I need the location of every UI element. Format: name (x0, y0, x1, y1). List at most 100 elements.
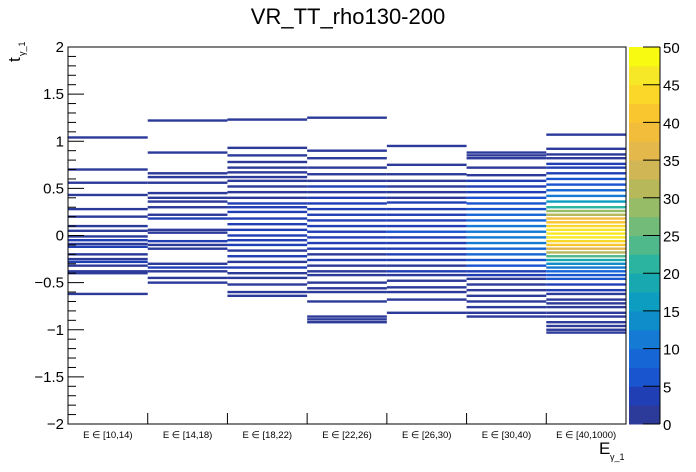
histogram-cell (147, 281, 228, 284)
histogram-cell (68, 168, 148, 171)
histogram-cell (466, 294, 547, 298)
histogram-cell (227, 166, 308, 169)
z-tick-label: 40 (663, 115, 680, 132)
histogram-cell (307, 318, 387, 321)
histogram-cell (147, 175, 228, 179)
histogram-cell (546, 270, 626, 273)
histogram-cell (546, 315, 626, 318)
histogram-cell (227, 175, 308, 179)
histogram-cell (386, 311, 467, 314)
histogram-cell (147, 119, 228, 122)
histogram-cell (227, 239, 308, 242)
histogram-cell (68, 292, 148, 296)
x-category-label: E ∈ [22,26) (322, 430, 371, 441)
histogram-cell (546, 194, 626, 198)
palette-segment (629, 84, 660, 105)
histogram-cell (546, 283, 626, 286)
histogram-cell (546, 213, 626, 216)
histogram-cell (386, 224, 467, 228)
histogram-cell (227, 171, 308, 174)
histogram-cell (227, 217, 308, 220)
histogram-cell (466, 213, 547, 216)
palette-segment (629, 216, 660, 236)
histogram-cell (227, 206, 308, 209)
histogram-cell (466, 247, 547, 250)
histogram-cell (386, 258, 467, 262)
histogram-cell (386, 213, 467, 216)
histogram-cell (386, 207, 467, 211)
histogram-cell (227, 190, 308, 194)
histogram-cell (546, 243, 626, 247)
histogram-cell (466, 305, 547, 309)
histogram-cell (68, 215, 148, 218)
histogram-cell (546, 277, 626, 281)
y-tick-label: −0.5 (34, 275, 64, 292)
histogram-cell (307, 185, 387, 188)
histogram-cell (68, 253, 148, 256)
x-axis-title: E γ_1 (599, 439, 625, 462)
histogram-cell (68, 264, 148, 267)
histogram-cell (307, 290, 387, 294)
histogram-cell (227, 294, 308, 298)
histogram-cell (227, 255, 308, 258)
histogram-cell (307, 166, 387, 169)
histogram-cell (466, 273, 547, 277)
histogram-cell (546, 302, 626, 305)
palette-segment (629, 65, 660, 86)
y-axis: −2 −1.5 −1 −0.5 0 0.5 1 1.5 2 (34, 39, 84, 433)
histogram-cell (546, 189, 626, 192)
histogram-cell (466, 196, 547, 199)
histogram-cell (386, 290, 467, 294)
histogram-cell (68, 245, 148, 249)
histogram-cell (307, 230, 387, 233)
histogram-cell (466, 283, 547, 286)
color-palette (629, 47, 660, 425)
histogram-cell (466, 236, 547, 239)
histogram-cell (546, 200, 626, 203)
palette-segment (629, 160, 660, 180)
histogram-cell (546, 147, 626, 150)
z-tick-label: 50 (663, 40, 680, 57)
histogram-cell (147, 276, 228, 280)
y-tick-label: −1 (47, 322, 64, 339)
histogram-cell (386, 201, 467, 204)
z-tick-label: 5 (663, 379, 671, 396)
histogram-cell (386, 241, 467, 245)
z-tick-label: 35 (663, 153, 680, 170)
histogram-cell (147, 213, 228, 216)
histogram-cell (466, 277, 547, 281)
x-axis-title-main: E (599, 439, 610, 458)
histogram-cell (147, 231, 228, 234)
histogram-cell (546, 305, 626, 309)
z-tick-label: 20 (663, 266, 680, 283)
plot-frame (67, 46, 627, 425)
histogram-cell (466, 270, 547, 273)
palette-segment (629, 178, 660, 199)
chart-title: VR_TT_rho130-200 (251, 4, 445, 29)
histogram-cell (307, 300, 387, 303)
histogram-cell (546, 266, 626, 269)
x-axis: E ∈ [10,14) E ∈ [14,18) E ∈ [18,22) E ∈ [22… (83, 413, 616, 441)
histogram-cell (386, 230, 467, 233)
palette-segment (629, 310, 660, 331)
histogram-cell (546, 273, 626, 277)
histogram-cell (466, 173, 547, 177)
z-tick-label: 15 (663, 304, 680, 321)
histogram-cell (307, 207, 387, 211)
histogram-cell (227, 249, 308, 252)
y-tick-label: −2 (47, 416, 64, 433)
y-axis-title-main: t (5, 57, 24, 62)
palette-segment (629, 386, 660, 406)
histogram-cell (307, 281, 387, 284)
histogram-cell (307, 157, 387, 160)
histogram-cell (307, 219, 387, 222)
histogram-cell (227, 210, 308, 214)
palette-segment (629, 197, 660, 218)
y-tick-label: 0.5 (43, 180, 64, 197)
histogram-cell (147, 196, 228, 199)
y-tick-label: −1.5 (34, 369, 64, 386)
y-tick-label: 2 (56, 39, 64, 56)
histogram-cell (546, 153, 626, 156)
histogram-cell (147, 262, 228, 265)
